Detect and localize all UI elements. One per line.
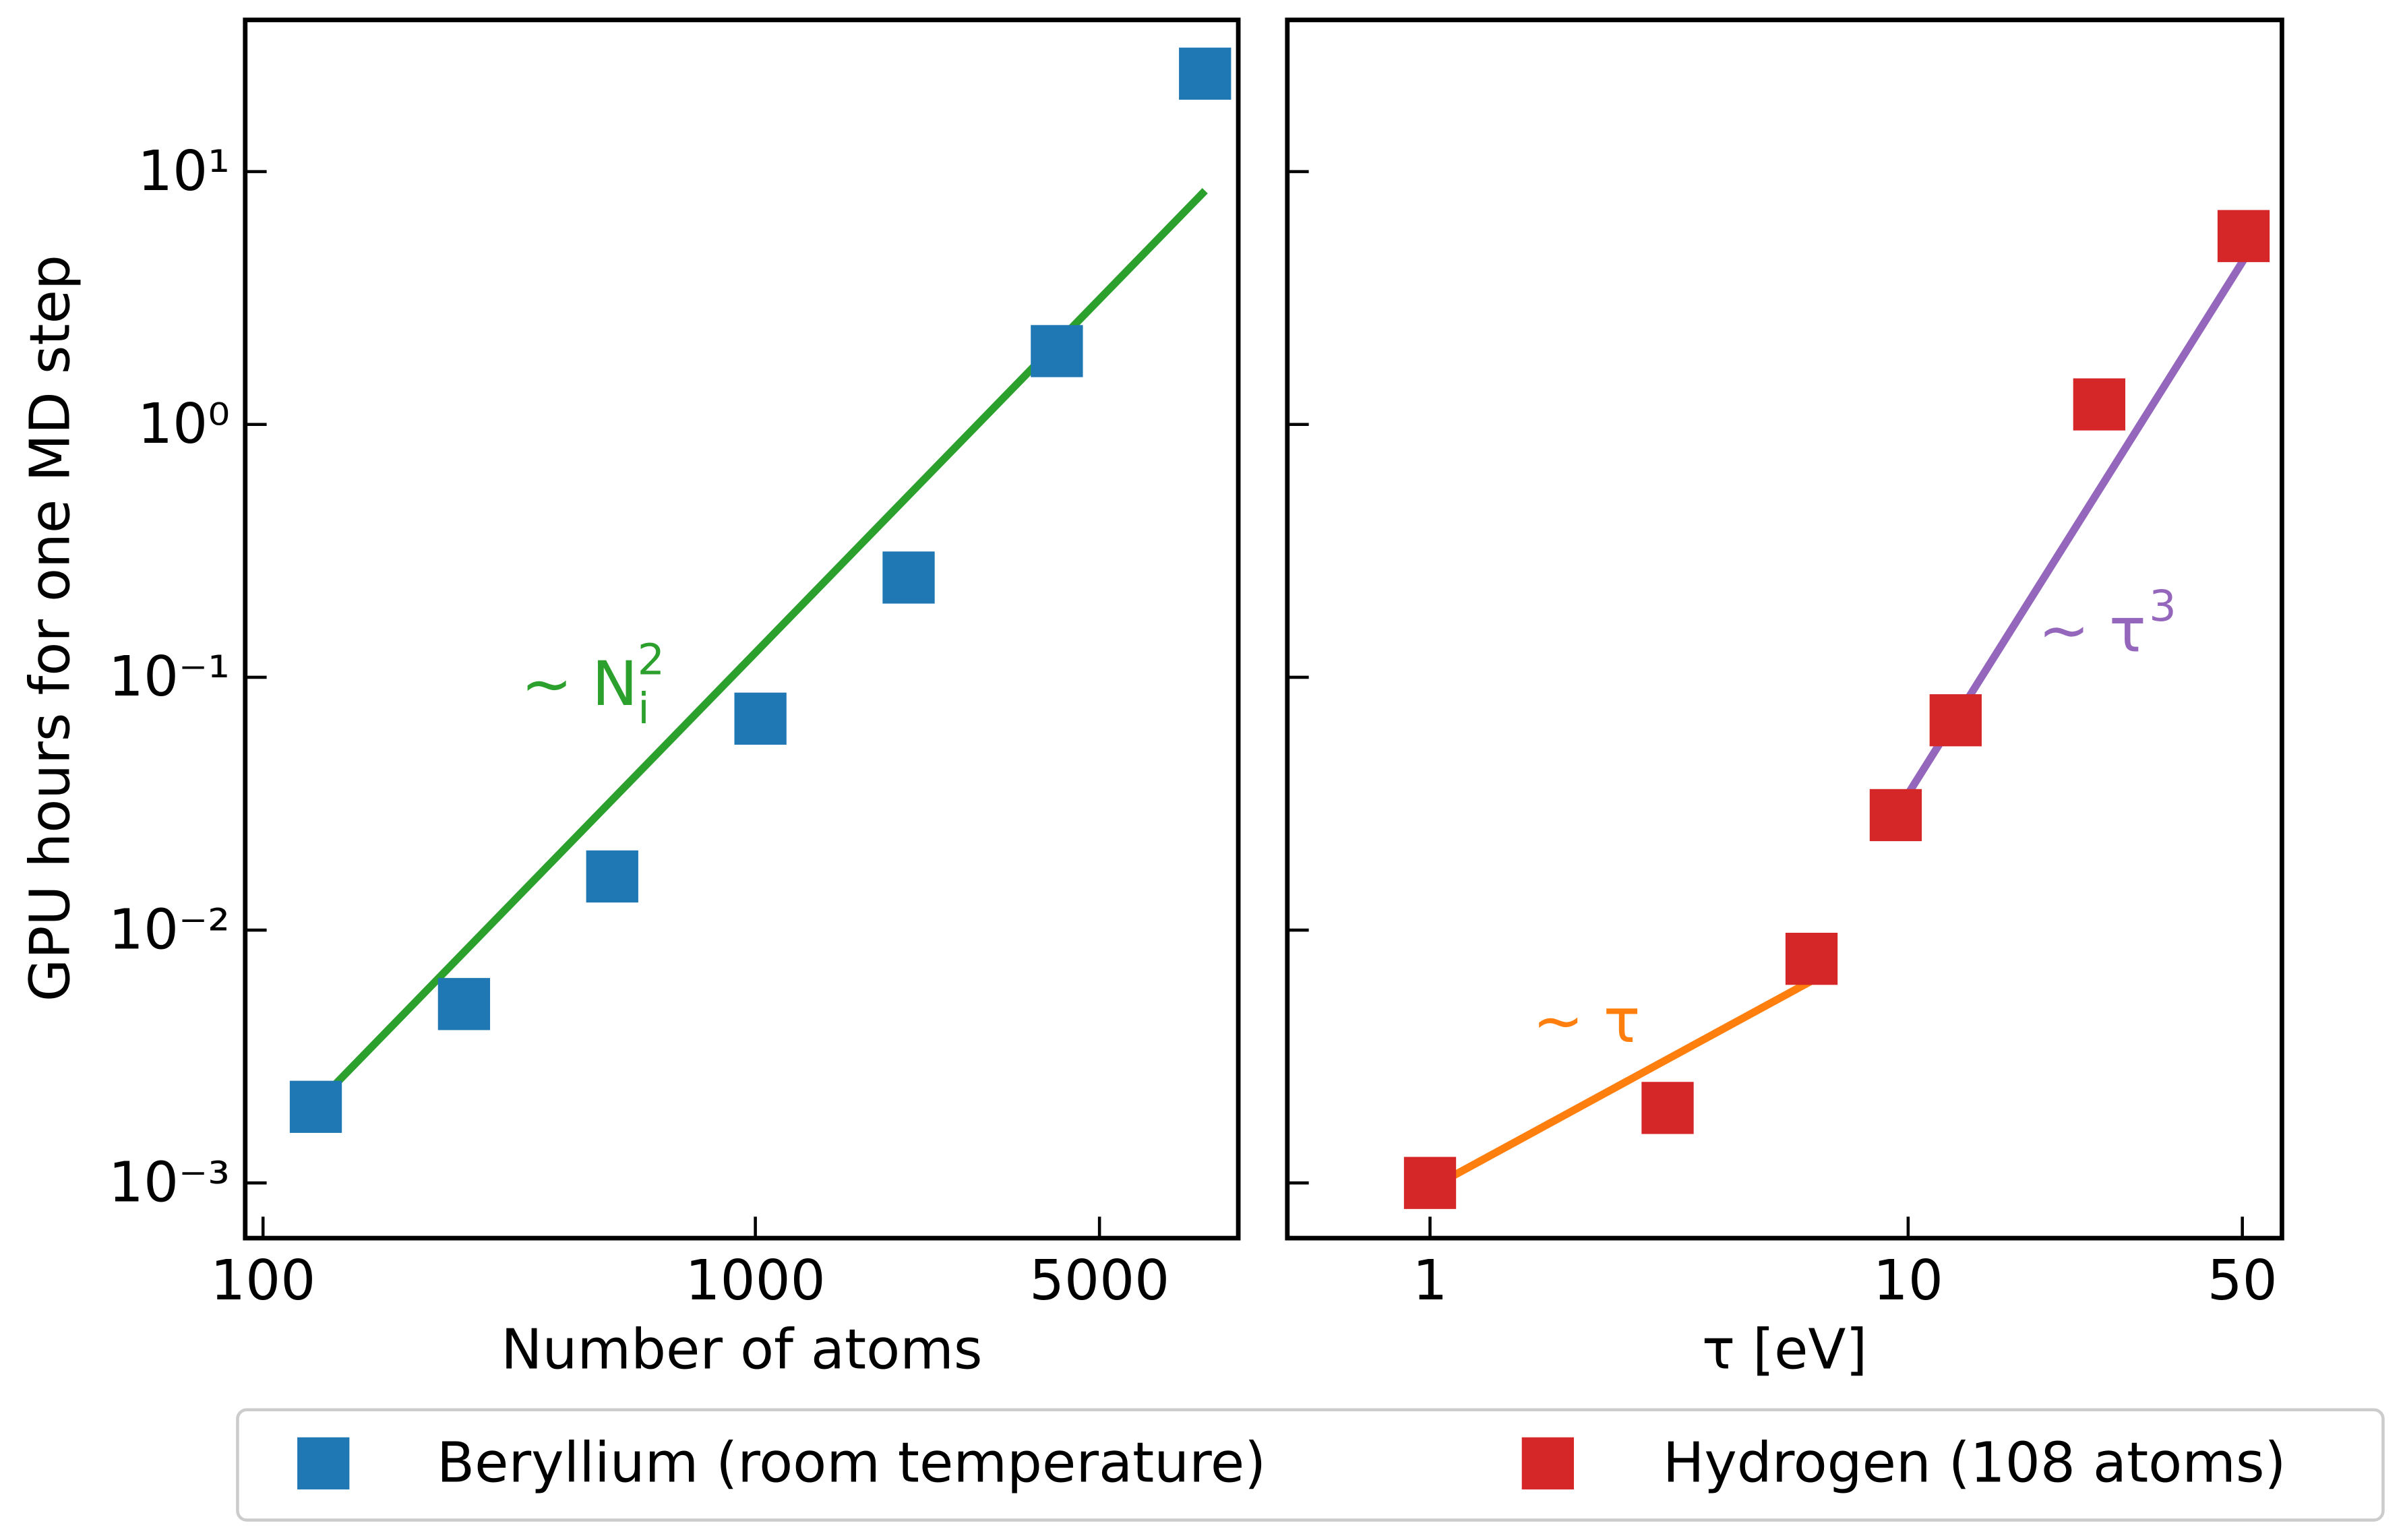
annotation-text: ∼ τ — [1533, 986, 1641, 1057]
y-tick-label: 10⁻³ — [109, 1150, 230, 1214]
marker — [2217, 210, 2270, 262]
x-axis-label: τ [eV] — [1702, 1318, 1867, 1382]
x-tick-label: 10 — [1873, 1249, 1943, 1313]
legend-box — [236, 1408, 2385, 1522]
legend-label: Beryllium (room temperature) — [437, 1431, 1266, 1496]
marker — [1031, 325, 1083, 377]
x-tick-label: 5000 — [1029, 1249, 1169, 1313]
marker — [437, 978, 491, 1030]
axes-frame — [1285, 18, 2284, 1241]
x-tick-label: 50 — [2208, 1249, 2278, 1313]
x-tick-label: 1000 — [685, 1249, 825, 1313]
x-tick-label: 100 — [210, 1249, 315, 1313]
marker — [1403, 1157, 1457, 1209]
marker — [1785, 932, 1838, 985]
x-tick-label: 1 — [1412, 1249, 1447, 1313]
marker — [1929, 694, 1982, 747]
annotation-sup: 2 — [638, 635, 665, 685]
marker — [882, 551, 935, 604]
y-tick-label: 10⁻¹ — [109, 645, 230, 709]
marker — [2073, 378, 2126, 431]
y-tick-label: 10⁰ — [138, 392, 230, 456]
y-axis-label: GPU hours for one MD step — [18, 255, 82, 1002]
y-tick-label: 10⁻² — [109, 898, 230, 962]
annotation-sup: 3 — [2149, 582, 2177, 632]
y-tick-label: 10¹ — [138, 140, 230, 204]
annotation: ∼ τ — [1533, 986, 1641, 1057]
annotation-text: ∼ N — [521, 649, 638, 720]
legend-marker — [297, 1437, 350, 1489]
x-axis-label: Number of atoms — [501, 1318, 982, 1382]
marker — [734, 692, 787, 745]
marker — [1641, 1082, 1694, 1134]
marker — [586, 850, 638, 903]
marker — [289, 1080, 342, 1133]
annotation-text: ∼ τ — [2038, 595, 2146, 666]
annotation-sub: i — [638, 684, 650, 734]
fit-line — [1446, 977, 1814, 1182]
legend-marker — [1521, 1437, 1574, 1489]
annotation: ∼ Ni2 — [521, 635, 665, 734]
marker — [1869, 789, 1922, 842]
marker — [1179, 47, 1231, 100]
legend-label: Hydrogen (108 atoms) — [1663, 1431, 2286, 1496]
axes-frame — [243, 18, 1241, 1241]
